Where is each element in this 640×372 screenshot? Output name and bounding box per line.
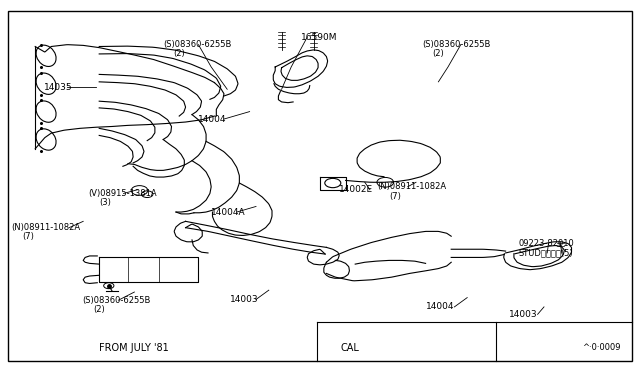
Text: 14004A: 14004A: [211, 208, 246, 217]
Text: (2): (2): [433, 49, 444, 58]
Text: (7): (7): [22, 232, 34, 241]
Text: (N)08911-1082A: (N)08911-1082A: [378, 182, 447, 191]
Text: ^·0·0009: ^·0·0009: [582, 343, 621, 352]
Text: 14004: 14004: [426, 302, 454, 311]
Text: 14003: 14003: [509, 310, 538, 319]
Text: 09223-82010: 09223-82010: [518, 239, 574, 248]
Text: 14002E: 14002E: [339, 185, 373, 194]
Text: 14003: 14003: [230, 295, 259, 304]
Text: (S)08360-6255B: (S)08360-6255B: [82, 296, 150, 305]
Text: STUDスタッド(5): STUDスタッド(5): [518, 248, 573, 257]
Text: 16590M: 16590M: [301, 33, 337, 42]
Text: (7): (7): [389, 192, 401, 201]
Text: 14035: 14035: [44, 83, 72, 92]
Text: CAL: CAL: [340, 343, 359, 353]
Text: (V)08915-1381A: (V)08915-1381A: [88, 189, 157, 198]
Text: FROM JULY '81: FROM JULY '81: [99, 343, 169, 353]
Text: (2): (2): [93, 305, 104, 314]
Text: (S)08360-6255B: (S)08360-6255B: [422, 40, 491, 49]
Text: (3): (3): [99, 198, 111, 207]
Text: (2): (2): [173, 49, 185, 58]
Text: (S)08360-6255B: (S)08360-6255B: [163, 40, 232, 49]
Text: 14004: 14004: [198, 115, 227, 124]
Text: (N)08911-1082A: (N)08911-1082A: [12, 223, 81, 232]
